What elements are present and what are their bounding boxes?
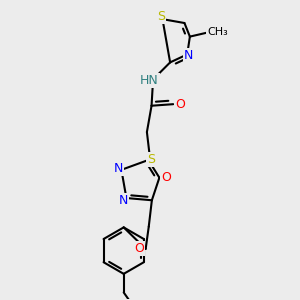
Text: N: N bbox=[118, 194, 128, 207]
Text: S: S bbox=[147, 153, 155, 166]
Text: S: S bbox=[157, 10, 165, 23]
Text: CH₃: CH₃ bbox=[207, 27, 228, 37]
Text: O: O bbox=[161, 171, 171, 184]
Text: O: O bbox=[175, 98, 185, 111]
Text: N: N bbox=[184, 50, 194, 62]
Text: HN: HN bbox=[140, 74, 159, 87]
Text: O: O bbox=[134, 242, 144, 255]
Text: N: N bbox=[114, 162, 123, 175]
